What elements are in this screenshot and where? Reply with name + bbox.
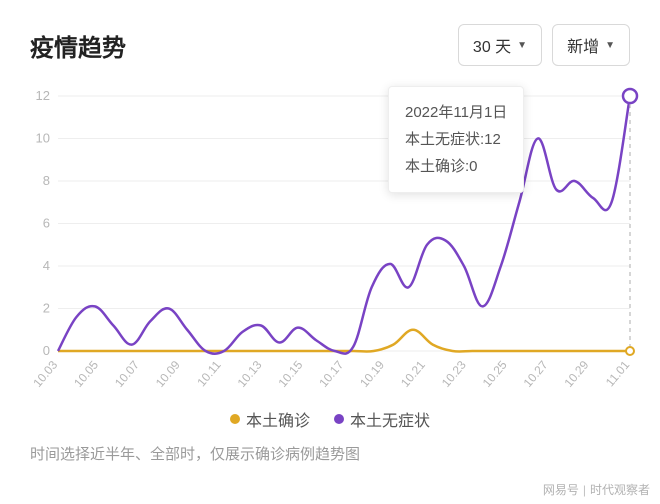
chart-tooltip: 2022年11月1日本土无症状:12本土确诊:0 [388,86,524,193]
svg-text:10.09: 10.09 [153,358,183,390]
svg-text:10.05: 10.05 [71,358,101,390]
footer-note: 时间选择近半年、全部时，仅展示确诊病例趋势图 [30,443,630,464]
svg-text:10.27: 10.27 [521,358,551,390]
legend-item[interactable]: 本土无症状 [334,407,430,431]
range-dropdown[interactable]: 30 天 ▼ [458,24,542,66]
svg-text:10: 10 [36,131,50,146]
svg-text:2: 2 [43,301,50,316]
watermark: 网易号|时代观察者 [543,481,650,498]
chevron-down-icon: ▼ [517,40,527,51]
svg-text:10.13: 10.13 [235,358,265,390]
svg-text:4: 4 [43,258,50,273]
svg-text:10.11: 10.11 [194,358,224,390]
svg-text:8: 8 [43,173,50,188]
svg-text:10.15: 10.15 [275,358,305,390]
legend-dot-icon [334,414,344,424]
legend-dot-icon [230,414,240,424]
svg-text:6: 6 [43,216,50,231]
svg-text:12: 12 [36,88,50,103]
svg-text:10.17: 10.17 [316,358,346,390]
series-asymptomatic [58,96,630,354]
svg-text:11.01: 11.01 [603,358,633,390]
svg-text:10.21: 10.21 [398,358,428,390]
svg-text:10.19: 10.19 [357,358,387,390]
svg-text:10.29: 10.29 [561,358,591,390]
svg-text:10.23: 10.23 [439,358,469,390]
legend-label: 本土无症状 [350,407,430,431]
range-dropdown-label: 30 天 [473,33,511,57]
tooltip-line: 本土无症状:12 [405,126,507,153]
watermark-source: 网易号 [543,483,579,497]
header: 疫情趋势 30 天 ▼ 新增 ▼ [0,0,660,76]
svg-text:10.25: 10.25 [480,358,510,390]
metric-dropdown-label: 新增 [567,33,599,57]
tooltip-line: 本土确诊:0 [405,153,507,180]
page-title: 疫情趋势 [30,28,448,63]
watermark-author: 时代观察者 [590,483,650,497]
series-confirmed [58,330,630,352]
svg-text:10.07: 10.07 [112,358,142,390]
tooltip-line: 2022年11月1日 [405,99,507,126]
svg-text:0: 0 [43,343,50,358]
metric-dropdown[interactable]: 新增 ▼ [552,24,630,66]
chart-container: 0 2 4 6 8 10 12 10.03 10.05 10.07 10.09 10.11 10.13 1… [20,86,640,401]
svg-text:10.03: 10.03 [30,358,60,390]
legend-item[interactable]: 本土确诊 [230,407,310,431]
chevron-down-icon: ▼ [605,40,615,51]
legend-label: 本土确诊 [246,407,310,431]
chart-legend: 本土确诊 本土无症状 [0,407,660,431]
trend-chart[interactable]: 0 2 4 6 8 10 12 10.03 10.05 10.07 10.09 10.11 10.13 1… [20,86,640,396]
